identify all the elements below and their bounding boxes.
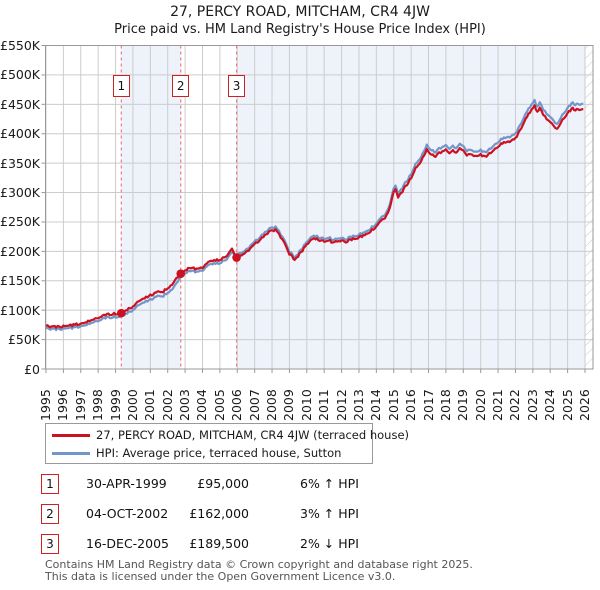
x-tick-label: 1999 [107,389,123,421]
plot-border [45,45,594,370]
price-line [45,104,584,329]
sale-hpi-delta: 6% ↑ HPI [300,476,359,491]
x-tick-label: 2004 [194,389,210,421]
x-tick-label: 2023 [524,389,540,421]
x-tick-label: 2009 [281,389,297,421]
sale-marker-1 [116,308,126,318]
ownership-band [121,45,181,369]
x-tick-label: 1998 [90,389,106,421]
sale-date: 30-APR-1999 [86,476,167,491]
x-tick-label: 2017 [420,389,436,421]
x-tick-label: 2006 [229,389,245,421]
x-tick-label: 2026 [576,389,592,421]
x-tick-label: 2015 [385,389,401,421]
x-tick-label: 2022 [507,389,523,421]
sale-marker-3 [232,253,241,262]
plot-svg [41,45,594,373]
x-tick-label: 2021 [490,389,506,421]
page-title: 27, PERCY ROAD, MITCHAM, CR4 4JW [170,4,430,20]
sale-number-box-1: 1 [112,75,130,97]
x-tick-label: 2008 [264,389,280,421]
sale-marker-2 [176,269,186,279]
sale-price: £95,000 [197,476,249,491]
y-tick-label: £0 [24,361,40,377]
sale-hpi-delta: 2% ↓ HPI [300,536,359,551]
sale-row-3: 3 16-DEC-2005 £189,500 2% ↓ HPI [0,534,600,554]
footer-line2: This data is licensed under the Open Gov… [45,570,396,583]
x-tick-label: 1997 [72,389,88,421]
sale-row-number-2: 2 [41,504,59,524]
y-tick-label: £300K [0,185,41,201]
x-tick-label: 2002 [159,389,175,421]
x-tick-label: 2010 [298,389,314,421]
y-tick-label: £400K [0,126,41,142]
x-tick-label: 2011 [316,389,332,421]
x-tick-label: 2001 [142,389,158,421]
x-tick-label: 2014 [368,389,384,421]
y-tick-label: £450K [0,96,41,112]
x-tick-label: 2025 [559,389,575,421]
y-tick-label: £150K [0,273,41,289]
x-tick-label: 2000 [124,389,140,421]
sale-row-2: 2 04-OCT-2002 £162,000 3% ↑ HPI [0,504,600,524]
legend-label-price: 27, PERCY ROAD, MITCHAM, CR4 4JW (terrac… [96,428,410,442]
x-tick-label: 2013 [350,389,366,421]
x-tick-label: 2020 [472,389,488,421]
legend-row-hpi: HPI: Average price, terraced house, Sutt… [46,444,366,462]
y-tick-label: £50K [7,332,40,348]
y-tick-label: £100K [0,302,41,318]
sale-row-number-1: 1 [41,474,59,494]
x-tick-label: 1996 [55,389,71,421]
sale-date: 04-OCT-2002 [86,506,169,521]
sale-row-number-3: 3 [41,534,59,554]
page-subtitle: Price paid vs. HM Land Registry's House … [114,22,486,37]
x-tick-label: 2005 [211,389,227,421]
ownership-band [236,45,593,369]
legend-row-price: 27, PERCY ROAD, MITCHAM, CR4 4JW (terrac… [46,426,409,444]
sale-row-1: 1 30-APR-1999 £95,000 6% ↑ HPI [0,474,600,494]
sale-number-box-2: 2 [172,75,190,97]
y-tick-label: £500K [0,67,41,83]
price-line-swatch [52,434,90,437]
sale-hpi-delta: 3% ↑ HPI [300,506,359,521]
x-tick-label: 1995 [38,389,53,421]
x-tick-label: 2016 [403,389,419,421]
sale-number-box-3: 3 [228,75,246,97]
x-tick-label: 2019 [455,389,471,421]
footer-line1: Contains HM Land Registry data © Crown c… [45,558,473,571]
x-tick-label: 2024 [542,389,558,421]
future-hatch-region [584,45,593,369]
y-tick-label: £200K [0,243,41,259]
y-tick-label: £350K [0,155,41,171]
y-tick-label: £250K [0,214,41,230]
x-tick-label: 2012 [333,389,349,421]
sale-price: £189,500 [189,536,249,551]
x-tick-label: 2007 [246,389,262,421]
y-tick-label: £550K [0,38,41,53]
hpi-line-swatch [52,452,90,455]
sale-price: £162,000 [189,506,249,521]
sale-date: 16-DEC-2005 [86,536,169,551]
x-tick-label: 2003 [177,389,193,421]
footer: Contains HM Land Registry data © Crown c… [45,559,473,583]
legend: 27, PERCY ROAD, MITCHAM, CR4 4JW (terrac… [45,423,409,464]
hpi-line [45,98,584,332]
legend-label-hpi: HPI: Average price, terraced house, Sutt… [96,446,342,460]
x-tick-label: 2018 [437,389,453,421]
